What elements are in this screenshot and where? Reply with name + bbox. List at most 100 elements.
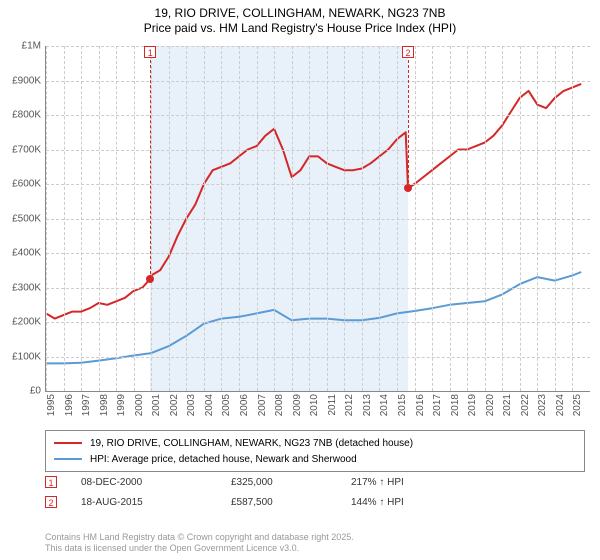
x-axis-label: 2013: [362, 394, 373, 416]
gridline-vertical: [572, 46, 573, 391]
gridline-vertical: [467, 46, 468, 391]
x-axis-label: 2002: [169, 394, 180, 416]
x-axis-label: 2014: [379, 394, 390, 416]
table-row: 1 08-DEC-2000 £325,000 217% ↑ HPI: [45, 472, 585, 492]
gridline-vertical: [134, 46, 135, 391]
y-axis-label: £800K: [0, 110, 41, 121]
x-axis-label: 2010: [309, 394, 320, 416]
sale-marker-box: 2: [402, 46, 414, 58]
x-axis-label: 2020: [485, 394, 496, 416]
x-axis-label: 2011: [327, 394, 338, 416]
gridline-vertical: [46, 46, 47, 391]
gridline-vertical: [99, 46, 100, 391]
gridline-horizontal: [46, 288, 590, 289]
gridline-horizontal: [46, 357, 590, 358]
footer-line-2: This data is licensed under the Open Gov…: [45, 543, 354, 554]
y-axis-label: £600K: [0, 179, 41, 190]
legend-box: 19, RIO DRIVE, COLLINGHAM, NEWARK, NG23 …: [45, 430, 585, 472]
sale-marker-box: 1: [144, 46, 156, 58]
sale-marker-dot: [146, 275, 154, 283]
x-axis-label: 2001: [151, 394, 162, 416]
gridline-vertical: [151, 46, 152, 391]
gridline-vertical: [239, 46, 240, 391]
gridline-vertical: [257, 46, 258, 391]
y-axis-label: £1M: [0, 41, 41, 52]
series-line: [46, 84, 581, 319]
gridline-vertical: [274, 46, 275, 391]
gridline-vertical: [64, 46, 65, 391]
x-axis-label: 2004: [204, 394, 215, 416]
x-axis-label: 2008: [274, 394, 285, 416]
series-line: [46, 272, 581, 363]
x-axis-label: 2006: [239, 394, 250, 416]
footer-line-1: Contains HM Land Registry data © Crown c…: [45, 532, 354, 543]
gridline-horizontal: [46, 322, 590, 323]
sale-marker-icon: 2: [45, 496, 57, 508]
sale-hpi: 144% ↑ HPI: [351, 497, 471, 508]
gridline-horizontal: [46, 184, 590, 185]
gridline-vertical: [379, 46, 380, 391]
y-axis-label: £500K: [0, 213, 41, 224]
y-axis-label: £100K: [0, 351, 41, 362]
gridline-vertical: [502, 46, 503, 391]
sales-table: 1 08-DEC-2000 £325,000 217% ↑ HPI 2 18-A…: [45, 472, 585, 512]
gridline-horizontal: [46, 150, 590, 151]
x-axis-label: 2005: [221, 394, 232, 416]
gridline-vertical: [537, 46, 538, 391]
gridline-vertical: [81, 46, 82, 391]
x-axis-label: 2018: [450, 394, 461, 416]
gridline-vertical: [344, 46, 345, 391]
x-axis-label: 1999: [116, 394, 127, 416]
y-axis-label: £700K: [0, 144, 41, 155]
x-axis-label: 2009: [292, 394, 303, 416]
x-axis-label: 1997: [81, 394, 92, 416]
x-axis-label: 2025: [572, 394, 583, 416]
x-axis-label: 2017: [432, 394, 443, 416]
table-row: 2 18-AUG-2015 £587,500 144% ↑ HPI: [45, 492, 585, 512]
gridline-vertical: [450, 46, 451, 391]
sale-marker-dot: [404, 184, 412, 192]
gridline-vertical: [397, 46, 398, 391]
gridline-vertical: [432, 46, 433, 391]
x-axis-label: 2021: [502, 394, 513, 416]
sale-hpi: 217% ↑ HPI: [351, 477, 471, 488]
x-axis-label: 2012: [344, 394, 355, 416]
gridline-vertical: [309, 46, 310, 391]
y-axis-label: £900K: [0, 75, 41, 86]
x-axis-label: 2015: [397, 394, 408, 416]
legend-label: 19, RIO DRIVE, COLLINGHAM, NEWARK, NG23 …: [90, 438, 413, 449]
sale-price: £325,000: [231, 477, 351, 488]
gridline-vertical: [520, 46, 521, 391]
gridline-vertical: [169, 46, 170, 391]
x-axis-label: 2024: [555, 394, 566, 416]
gridline-horizontal: [46, 219, 590, 220]
line-chart: £0£100K£200K£300K£400K£500K£600K£700K£80…: [45, 46, 590, 392]
gridline-horizontal: [46, 115, 590, 116]
x-axis-label: 2007: [257, 394, 268, 416]
gridline-vertical: [555, 46, 556, 391]
legend-label: HPI: Average price, detached house, Newa…: [90, 454, 357, 465]
x-axis-label: 2019: [467, 394, 478, 416]
chart-title-block: 19, RIO DRIVE, COLLINGHAM, NEWARK, NG23 …: [0, 0, 600, 36]
sale-marker-line: [408, 60, 409, 188]
gridline-horizontal: [46, 253, 590, 254]
x-axis-label: 2003: [186, 394, 197, 416]
title-line-1: 19, RIO DRIVE, COLLINGHAM, NEWARK, NG23 …: [0, 6, 600, 21]
gridline-vertical: [327, 46, 328, 391]
y-axis-label: £400K: [0, 248, 41, 259]
sale-marker-icon: 1: [45, 476, 57, 488]
gridline-vertical: [186, 46, 187, 391]
attribution-footer: Contains HM Land Registry data © Crown c…: [45, 532, 354, 555]
y-axis-label: £300K: [0, 282, 41, 293]
legend-swatch: [54, 442, 82, 444]
sale-date: 08-DEC-2000: [81, 477, 231, 488]
x-axis-label: 1996: [64, 394, 75, 416]
legend-item: HPI: Average price, detached house, Newa…: [54, 451, 576, 467]
y-axis-label: £200K: [0, 317, 41, 328]
gridline-vertical: [362, 46, 363, 391]
x-axis-label: 2023: [537, 394, 548, 416]
title-line-2: Price paid vs. HM Land Registry's House …: [0, 21, 600, 36]
x-axis-label: 2022: [520, 394, 531, 416]
gridline-horizontal: [46, 46, 590, 47]
gridline-vertical: [204, 46, 205, 391]
